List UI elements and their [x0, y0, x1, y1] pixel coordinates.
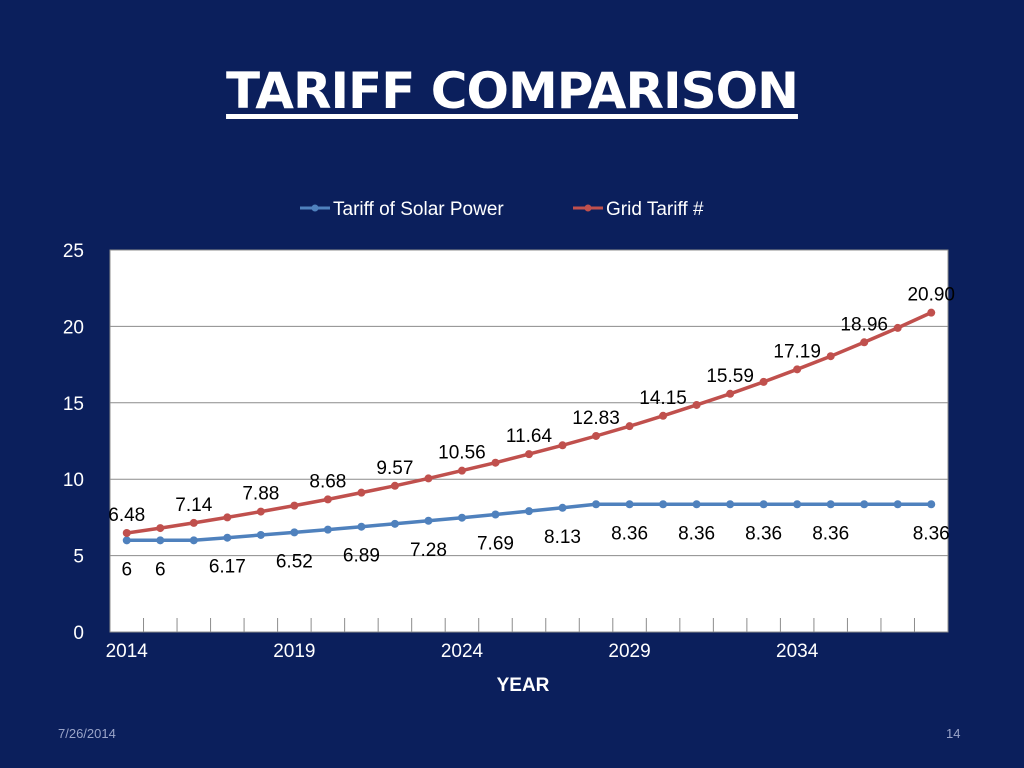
data-label-grid-tariff: 14.15 [639, 388, 687, 409]
y-tick-label: 25 [63, 241, 84, 262]
data-point-solar [625, 500, 634, 509]
x-tick-label: 2029 [608, 641, 650, 662]
data-point-solar [726, 500, 735, 509]
data-label-grid-tariff: 20.90 [907, 285, 955, 306]
data-point-grid-tariff [457, 466, 466, 475]
data-point-grid-tariff [692, 400, 701, 409]
data-label-grid-tariff: 6.48 [108, 505, 145, 526]
data-point-grid-tariff [659, 411, 668, 420]
data-label-grid-tariff: 8.68 [309, 471, 346, 492]
footer-date: 7/26/2014 [58, 726, 116, 741]
data-point-grid-tariff [558, 441, 567, 450]
data-label-solar: 6.17 [209, 557, 246, 578]
data-point-solar [491, 510, 500, 519]
data-label-solar: 6.89 [343, 546, 380, 567]
data-point-grid-tariff [759, 377, 768, 386]
data-point-solar [525, 507, 533, 516]
data-point-grid-tariff [323, 495, 332, 504]
data-point-solar [189, 536, 198, 545]
data-point-solar [290, 528, 299, 537]
data-label-grid-tariff: 9.57 [376, 458, 413, 479]
legend-marker-grid-tariff [584, 204, 592, 212]
data-point-solar [793, 500, 802, 509]
data-point-solar [256, 530, 265, 539]
data-label-solar: 6 [121, 559, 132, 580]
data-point-grid-tariff [927, 308, 936, 317]
data-point-solar [759, 500, 768, 509]
data-point-grid-tariff [122, 528, 131, 537]
data-label-grid-tariff: 12.83 [572, 408, 620, 429]
data-label-grid-tariff: 15.59 [706, 366, 754, 387]
data-point-solar [390, 519, 399, 528]
x-tick-label: 2019 [273, 641, 315, 662]
data-label-solar: 8.36 [611, 523, 648, 544]
x-tick-label: 2014 [106, 641, 149, 662]
data-label-solar: 8.36 [745, 523, 782, 544]
data-point-grid-tariff [625, 422, 634, 431]
data-point-solar [860, 500, 869, 509]
data-point-solar [893, 500, 902, 509]
data-label-grid-tariff: 7.14 [175, 495, 212, 516]
x-tick-label: 2024 [441, 641, 484, 662]
data-point-solar [659, 500, 668, 509]
y-tick-label: 20 [63, 317, 84, 338]
plot-area [109, 249, 949, 633]
data-label-grid-tariff: 7.88 [242, 484, 279, 505]
data-label-solar: 6.52 [276, 551, 313, 572]
data-point-grid-tariff [256, 507, 265, 516]
y-tick-label: 15 [63, 394, 84, 415]
data-point-solar [927, 500, 936, 509]
data-point-solar [122, 536, 131, 545]
data-point-grid-tariff [223, 513, 232, 522]
data-point-grid-tariff [491, 458, 500, 467]
data-point-grid-tariff [189, 518, 198, 527]
data-point-solar [692, 500, 701, 509]
data-point-grid-tariff [826, 352, 835, 361]
data-point-solar [357, 522, 366, 531]
data-point-grid-tariff [290, 501, 299, 510]
data-point-solar [826, 500, 835, 509]
footer-page-number: 14 [946, 726, 961, 741]
data-point-grid-tariff [390, 481, 399, 490]
data-label-solar: 6 [155, 559, 166, 580]
data-label-solar: 7.69 [477, 533, 514, 554]
y-tick-label: 0 [73, 623, 84, 644]
data-point-grid-tariff [793, 365, 802, 374]
data-point-grid-tariff [592, 431, 601, 440]
data-point-solar [323, 525, 332, 534]
x-tick-label: 2034 [776, 641, 819, 662]
data-label-grid-tariff: 17.19 [773, 341, 821, 362]
data-label-solar: 7.28 [410, 540, 447, 561]
x-axis-title: YEAR [497, 675, 550, 696]
data-point-grid-tariff [357, 488, 366, 497]
data-label-solar: 8.36 [812, 523, 849, 544]
data-point-grid-tariff [893, 323, 902, 332]
legend-label-grid-tariff: Grid Tariff # [606, 199, 704, 220]
data-point-solar [592, 500, 601, 509]
slide-title: TARIFF COMPARISON [226, 62, 799, 120]
y-tick-label: 10 [63, 470, 84, 491]
data-point-solar [558, 503, 567, 512]
data-point-grid-tariff [156, 524, 165, 533]
data-point-solar [457, 513, 466, 522]
data-point-solar [424, 516, 433, 525]
data-label-grid-tariff: 11.64 [506, 426, 553, 447]
data-label-solar: 8.36 [678, 523, 715, 544]
data-label-grid-tariff: 10.56 [438, 443, 486, 464]
data-label-solar: 8.13 [544, 527, 581, 548]
data-point-grid-tariff [525, 450, 533, 459]
legend-marker-solar [311, 204, 319, 212]
data-point-grid-tariff [726, 389, 735, 398]
data-point-grid-tariff [424, 474, 433, 483]
data-label-grid-tariff: 18.96 [840, 314, 888, 335]
y-tick-label: 5 [73, 547, 84, 568]
data-label-solar: 8.36 [913, 523, 950, 544]
data-point-solar [156, 536, 165, 545]
data-point-grid-tariff [860, 338, 869, 347]
legend-label-solar: Tariff of Solar Power [333, 199, 504, 220]
data-point-solar [223, 533, 232, 542]
